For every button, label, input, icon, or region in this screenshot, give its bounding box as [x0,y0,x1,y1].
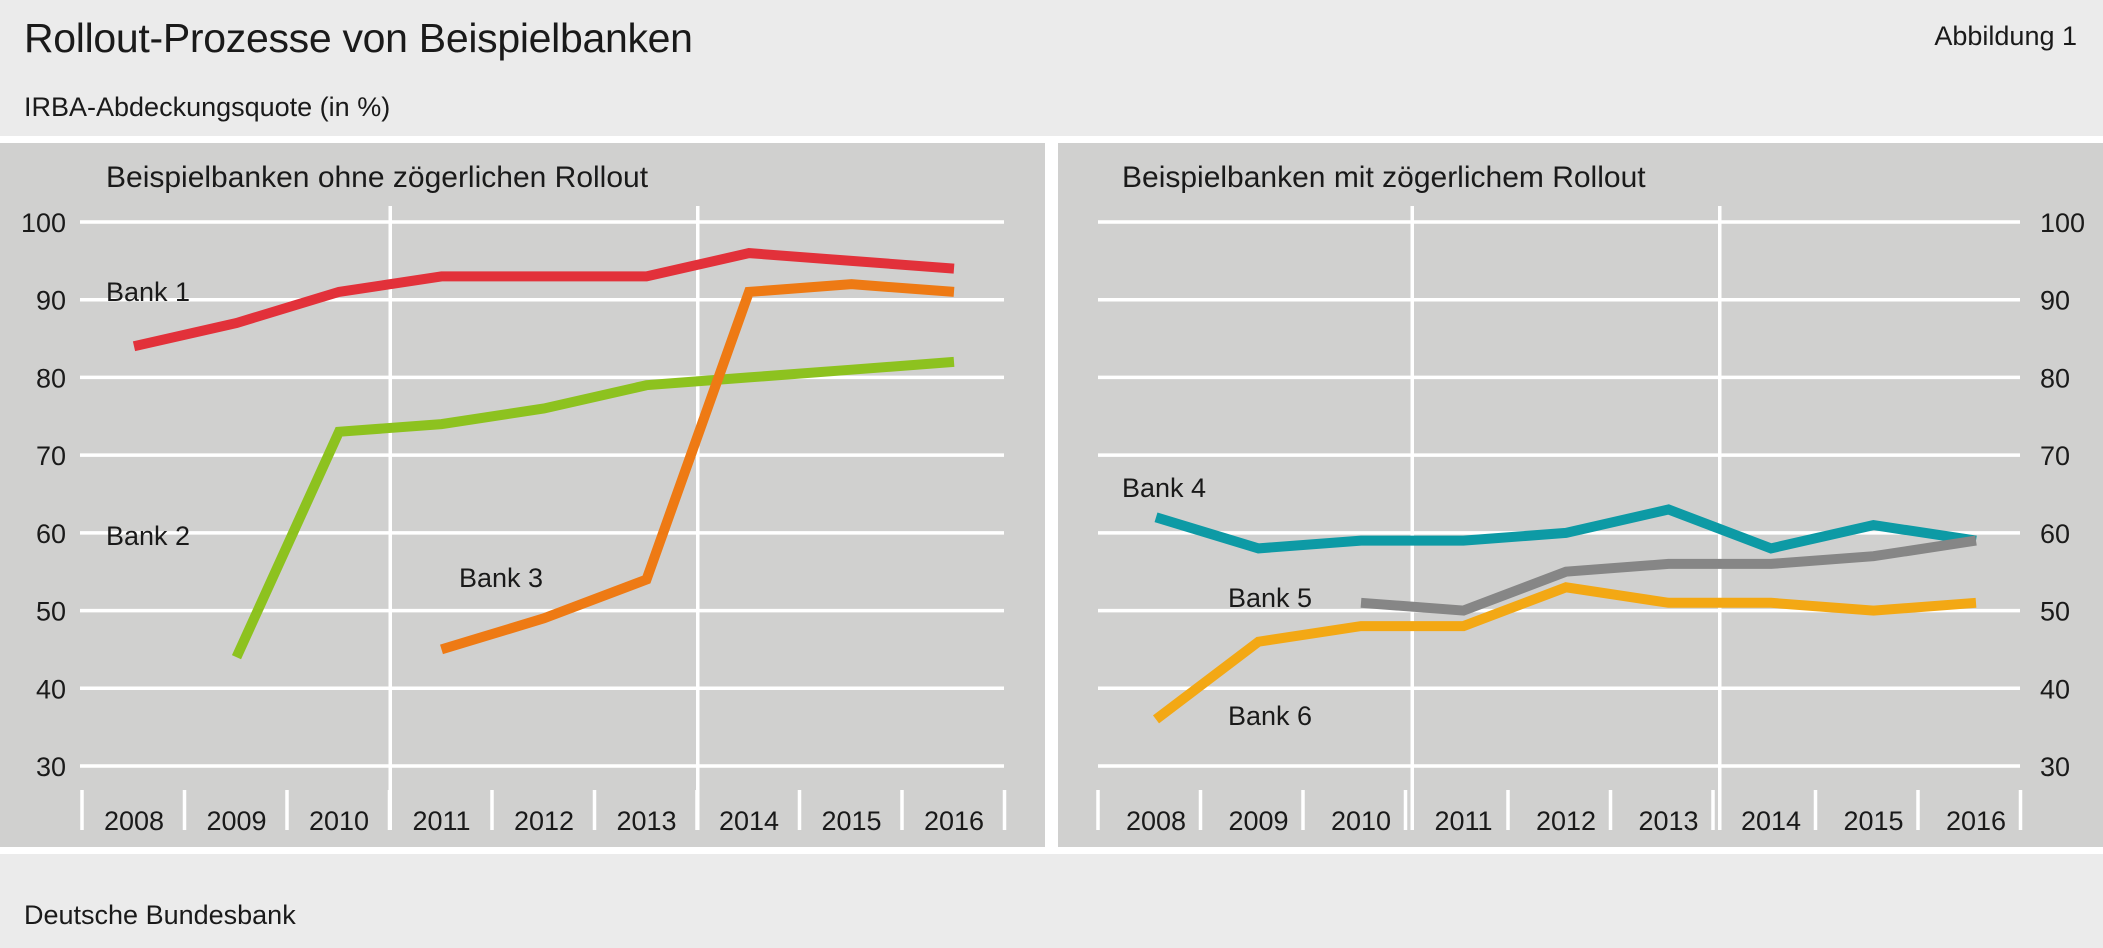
x-tick-label: 2011 [412,806,470,836]
panel-title: Beispielbanken mit zögerlichem Rollout [1122,161,1646,194]
x-tick-label: 2012 [1536,806,1596,836]
y-tick-label: 50 [36,597,66,627]
y-tick-label: 90 [2040,286,2070,316]
y-tick-label: 70 [36,441,66,471]
x-tick-label: 2010 [1331,806,1391,836]
y-tick-label: 50 [2040,597,2070,627]
series-label-bank-3: Bank 3 [459,563,543,593]
chart-subtitle: IRBA-Abdeckungsquote (in %) [24,92,391,122]
y-tick-label: 70 [2040,441,2070,471]
panel-title-background [1114,151,1746,199]
x-tick-label: 2008 [104,806,164,836]
panel-background [0,143,1045,847]
series-label-bank-2: Bank 2 [106,521,190,551]
series-line-bank-1 [132,248,955,352]
panel-title: Beispielbanken ohne zögerlichen Rollout [106,161,649,194]
x-tick-label: 2015 [821,806,881,836]
y-tick-label: 30 [36,752,66,782]
y-tick-label: 40 [2040,674,2070,704]
y-tick-label: 100 [2040,208,2085,238]
series-label-bank-5: Bank 5 [1228,583,1312,613]
x-tick-label: 2009 [206,806,266,836]
x-tick-label: 2014 [719,806,779,836]
y-tick-label: 60 [36,519,66,549]
series-label-bank-6: Bank 6 [1228,701,1312,731]
x-tick-label: 2016 [1946,806,2006,836]
y-tick-label: 30 [2040,752,2070,782]
x-tick-label: 2015 [1843,806,1903,836]
y-tick-label: 90 [36,286,66,316]
y-tick-label: 40 [36,674,66,704]
x-tick-label: 2008 [1126,806,1186,836]
series-line-bank-2 [231,356,955,660]
y-tick-label: 60 [2040,519,2070,549]
x-tick-label: 2010 [309,806,369,836]
series-line-bank-5 [1360,535,1977,616]
x-tick-label: 2013 [1638,806,1698,836]
x-tick-label: 2013 [616,806,676,836]
series-label-bank-1: Bank 1 [106,277,190,307]
y-tick-label: 80 [2040,363,2070,393]
chart-title: Rollout-Prozesse von Beispielbanken [24,15,693,61]
x-tick-label: 2011 [1434,806,1492,836]
x-tick-label: 2009 [1228,806,1288,836]
chart-panel-1: 30 40 50 60 70 80 90 100 2008 2009 2010 2011 2012 201… [0,143,1045,847]
panel-background [1058,143,2103,847]
series-line-bank-4 [1154,504,1977,554]
series-label-bank-4: Bank 4 [1122,473,1206,503]
source-note: Deutsche Bundesbank [24,900,296,930]
x-tick-label: 2014 [1741,806,1801,836]
y-tick-label: 80 [36,363,66,393]
y-tick-label: 100 [21,208,66,238]
series-line-bank-3 [440,279,955,655]
figure-label: Abbildung 1 [1934,21,2077,51]
chart-panel-2: 30 40 50 60 70 80 90 100 2008 2009 2010 2011 2012 201… [1058,143,2103,847]
panel-title-background [98,151,746,199]
series-line-bank-6 [1152,582,1977,724]
x-tick-label: 2012 [514,806,574,836]
x-tick-label: 2016 [924,806,984,836]
